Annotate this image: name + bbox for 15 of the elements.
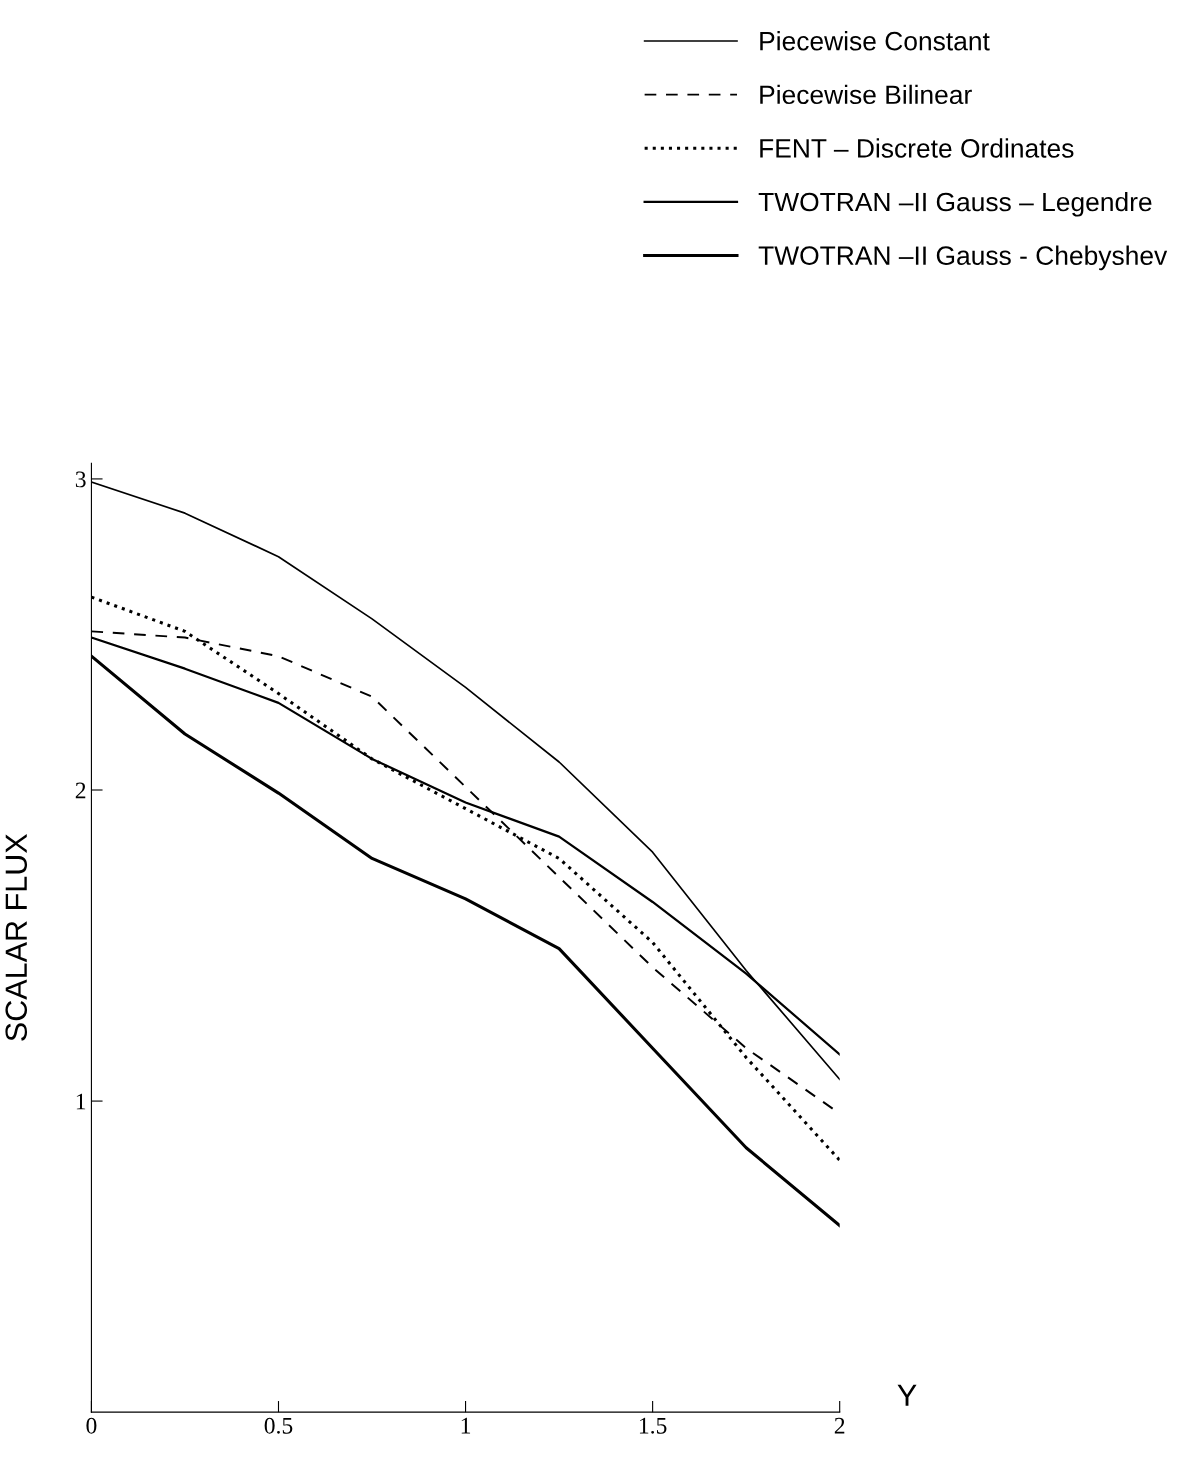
y-tick-label: 3 [75, 471, 86, 488]
legend-label: FENT – Discrete Ordinates [760, 138, 1074, 158]
x-tick-label: 0 [86, 1417, 97, 1434]
x-tick-label: 1.5 [639, 1417, 667, 1434]
x-axis-title: Y [897, 1384, 917, 1406]
y-tick-label: 1 [76, 1093, 86, 1110]
legend-label: TWOTRAN –II Gauss – Legendre [758, 191, 1152, 217]
y-axis-title: SCALAR FLUX [5, 833, 28, 1041]
y-tick-label: 2 [75, 782, 86, 799]
x-tick-label: 2 [834, 1417, 845, 1434]
legend-label: TWOTRAN –II Gauss - Chebyshev [758, 245, 1168, 271]
x-tick-label: 1 [461, 1417, 471, 1434]
legend-label: Piecewise Constant [760, 31, 990, 51]
x-tick-label: 0.5 [264, 1417, 293, 1434]
legend-label: Piecewise Bilinear [760, 84, 972, 105]
